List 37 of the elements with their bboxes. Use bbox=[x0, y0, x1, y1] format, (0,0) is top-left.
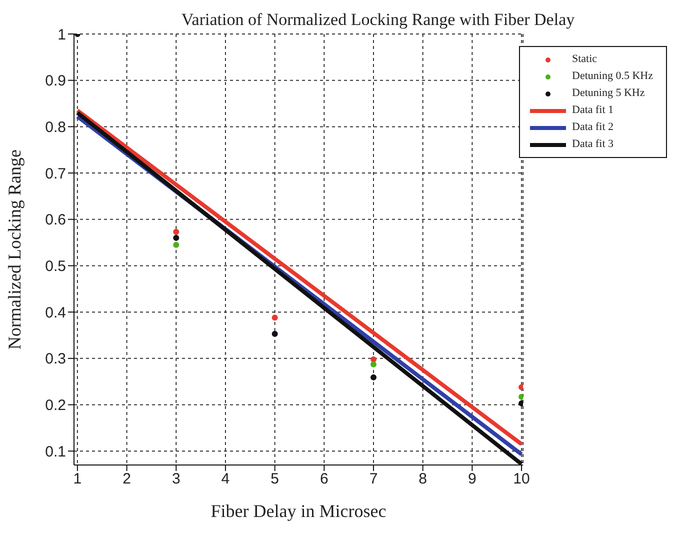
y-tick-label: 0.8 bbox=[45, 119, 66, 136]
legend-label: Data fit 3 bbox=[572, 137, 614, 152]
legend-label: Data fit 2 bbox=[572, 120, 614, 135]
x-tick-label: 5 bbox=[270, 470, 279, 488]
y-axis-title: Normalized Locking Range bbox=[4, 150, 24, 350]
y-tick-label: 0.5 bbox=[45, 258, 66, 276]
x-tick-label: 9 bbox=[468, 470, 476, 488]
x-tick-label: 3 bbox=[172, 470, 180, 488]
y-tick-label: 0.6 bbox=[45, 212, 66, 229]
y-tick-label: 0.3 bbox=[45, 350, 66, 368]
point bbox=[370, 374, 376, 380]
y-tick-label: 0.1 bbox=[45, 443, 66, 460]
x-tick-label: 2 bbox=[122, 470, 131, 488]
legend-label: Detuning 0.5 KHz bbox=[572, 69, 653, 84]
legend-label: Data fit 1 bbox=[572, 103, 614, 118]
y-tick-label: 0.9 bbox=[45, 72, 66, 90]
point bbox=[173, 242, 180, 248]
point bbox=[272, 330, 278, 337]
y-tick-label: 0.4 bbox=[45, 304, 66, 322]
x-tick-label: 1 bbox=[73, 470, 82, 488]
legend-label: Detuning 5 KHz bbox=[572, 86, 645, 101]
legend-label: Static bbox=[572, 52, 598, 67]
y-tick-label: 0.7 bbox=[45, 165, 66, 182]
x-tick-label: 4 bbox=[221, 470, 230, 488]
point bbox=[272, 314, 278, 321]
y-tick-label: 0.2 bbox=[45, 397, 66, 414]
chart-title: Variation of Normalized Locking Range with Fiber Delay bbox=[180, 10, 576, 30]
x-tick-label: 7 bbox=[369, 470, 378, 488]
x-axis-title: Fiber Delay in Microsec bbox=[210, 501, 386, 521]
x-tick-label: 6 bbox=[320, 470, 328, 488]
x-tick-label: 10 bbox=[513, 470, 530, 488]
point bbox=[370, 356, 376, 362]
point bbox=[370, 361, 376, 368]
point bbox=[173, 228, 180, 235]
point bbox=[173, 234, 180, 241]
y-tick-label: 1 bbox=[58, 26, 66, 44]
x-tick-label: 8 bbox=[418, 470, 428, 488]
